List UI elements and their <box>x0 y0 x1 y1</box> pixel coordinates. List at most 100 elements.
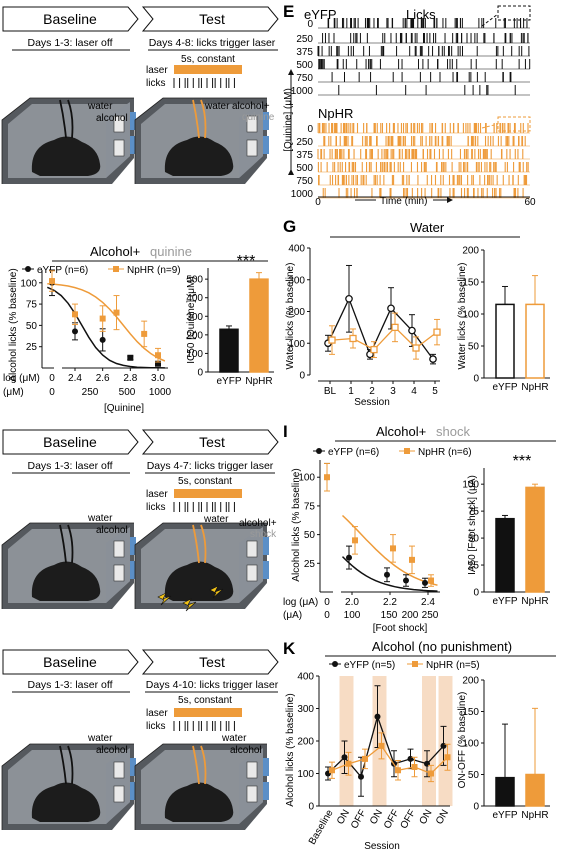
bottle-port <box>246 761 258 779</box>
laser-on-shade <box>422 676 436 806</box>
nphr-line <box>331 326 438 351</box>
mouse-icon <box>31 136 101 176</box>
alcohol-label-3: alcohol <box>96 525 128 536</box>
e-time-label: Time (min) <box>380 196 427 207</box>
b-x-tick-label: 3.0 <box>151 373 165 384</box>
bar <box>525 486 545 593</box>
eyfp-point <box>358 773 364 780</box>
nphr-point <box>324 474 330 481</box>
panel-b-title-a: Alcohol+ <box>90 244 140 259</box>
laser-desc-2: 5s, constant <box>178 476 232 487</box>
bar <box>495 517 515 593</box>
i-y-tick-label: 100 <box>298 473 315 484</box>
bar-y-tick-label: 100 <box>462 310 479 321</box>
k-x-tick-label: OFF <box>349 808 369 831</box>
nphr-point <box>362 755 368 762</box>
bar <box>495 776 515 807</box>
g-x-tick-label: 4 <box>411 386 417 397</box>
chart-k-bar: 0 50 100 150 200 eYFP NpHR <box>462 676 550 821</box>
g-y-tick-label: 0 <box>299 371 305 382</box>
i-xlabel: [Foot shock] <box>373 623 428 634</box>
eyfp-point <box>341 754 348 761</box>
nphr-point <box>378 742 385 749</box>
g-y-tick-label: 200 <box>288 307 305 318</box>
laser-label-2: laser <box>146 489 168 500</box>
laser-label-3: laser <box>146 708 168 719</box>
g-title: Water <box>410 220 445 235</box>
laser-bar-3 <box>174 708 242 717</box>
legend-eyfp: eYFP (n=6) <box>37 265 88 276</box>
e-t60: 60 <box>524 197 536 208</box>
k-legend-nphr: NpHR (n=5) <box>426 660 480 671</box>
bottle-icon <box>263 782 269 800</box>
chart-b: 25 50 75 100 2.4 2.6 2.8 3.0 0 0 250 500 1000 <box>20 269 172 398</box>
nphr-point <box>444 754 451 761</box>
water-label-6: water <box>221 733 247 744</box>
cage-edge <box>134 522 267 609</box>
nphr-point <box>352 537 358 544</box>
k-x-tick-label: ON <box>418 808 435 826</box>
alcohol-label-6: alcohol <box>230 745 262 756</box>
bar-y-tick-label: 50 <box>468 342 480 353</box>
eyfp-point <box>429 355 437 363</box>
eyfp-point <box>99 336 106 343</box>
chart-b-bar: 0 100 200 300 400 500 eYFP NpHR *** <box>186 253 274 387</box>
bottle-port <box>246 785 258 803</box>
panel-a: Baseline Test Days 1-3: laser off Days 4… <box>1 6 279 184</box>
i-x-tick-label: 0 <box>324 597 330 608</box>
b-x-um-label: 250 <box>82 387 99 398</box>
eyfp-point <box>387 304 395 313</box>
nphr-fit-line <box>47 283 166 362</box>
g-letter: G <box>283 217 296 236</box>
g-x-tick-label: 1 <box>348 386 354 397</box>
b-log-label: log (μM) <box>3 373 40 384</box>
g-bar-ylabel: Water licks (% baseline) <box>457 263 468 370</box>
bar-y-tick-label: 500 <box>186 275 203 286</box>
test-days: Days 4-8: licks trigger laser <box>149 37 276 49</box>
water-label: water <box>87 101 113 112</box>
b-x-tick-label: 2.4 <box>68 373 82 384</box>
bottle-icon <box>263 136 269 154</box>
licks-label-3: licks <box>146 721 165 732</box>
water-label-3: water <box>87 513 113 524</box>
lick-raster: 0 0 250 250 375 375 500 500 750 750 1000 1000 <box>291 5 531 200</box>
eyfp-point <box>346 554 352 561</box>
bottle-icon <box>263 112 269 130</box>
nphr-point <box>49 278 55 285</box>
nphr-point <box>370 345 378 354</box>
nphr-point <box>411 764 418 770</box>
raster-row-label: 0 <box>307 124 313 135</box>
bar-y-tick-label: 150 <box>462 278 479 289</box>
baseline-chevron-2 <box>2 429 139 455</box>
cage-edge <box>134 97 267 184</box>
k-y-tick-label: 0 <box>308 802 314 813</box>
eyfp-point <box>345 294 353 303</box>
k-x-tick-label: ON <box>434 808 451 826</box>
bar <box>525 303 545 379</box>
i-y-tick-label: 50 <box>304 530 316 541</box>
bar-y-tick-label: 50 <box>468 770 480 781</box>
cage-test-3 <box>134 743 269 830</box>
lick-train <box>173 78 235 88</box>
bar-y-tick-label: 50 <box>468 534 480 545</box>
b-y-tick-label: 50 <box>26 321 38 332</box>
raster-row-label: 0 <box>307 19 313 30</box>
i-legend-nphr: NpHR (n=6) <box>418 447 472 458</box>
eyfp-line <box>327 297 434 360</box>
chart-i: 25 50 75 100 2.0 2.2 2.4 0 0 100 150 200 250 <box>298 460 440 621</box>
panel-b: Alcohol+ quinine eYFP (n=6) NpHR (n=9) A… <box>3 244 274 414</box>
i-x-tick-label: 2.0 <box>345 597 359 608</box>
bottle-icon <box>263 537 269 555</box>
bar-y-tick-label: 200 <box>186 330 203 341</box>
mouse-icon <box>164 561 234 601</box>
eyfp-point <box>403 577 409 584</box>
bar <box>495 303 515 379</box>
nphr-point <box>428 577 434 584</box>
bar-y-tick-label: 25 <box>468 561 480 572</box>
nphr-point <box>412 344 420 352</box>
bar-category: eYFP <box>216 376 241 387</box>
significance-label: *** <box>237 253 256 270</box>
bottle-port <box>113 564 125 582</box>
g-y-tick-label: 300 <box>288 275 305 286</box>
